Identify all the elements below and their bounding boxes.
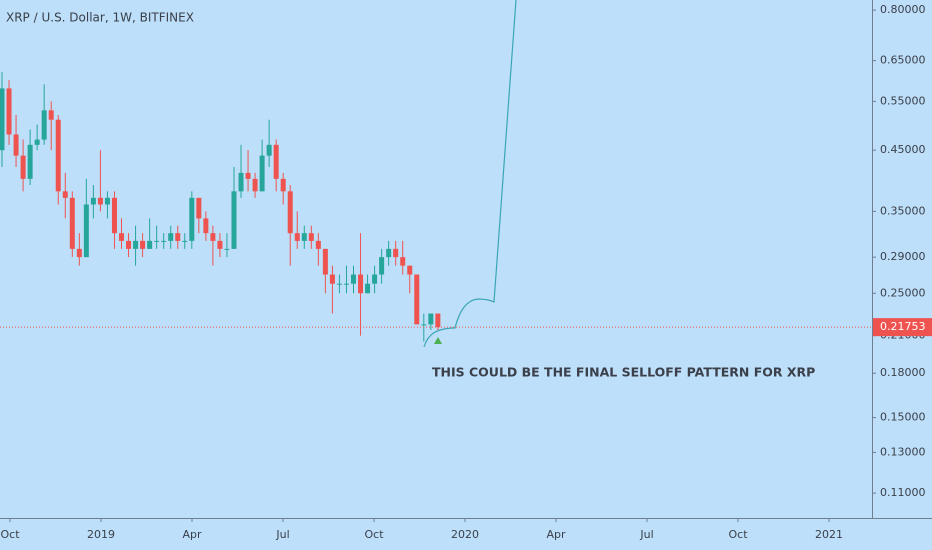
candle-body: [358, 274, 364, 294]
candle-body: [126, 240, 132, 249]
x-tick-label: 2020: [451, 528, 479, 541]
candle-body: [83, 204, 89, 258]
x-tick-label: Oct: [0, 528, 20, 541]
last-price-box: [873, 318, 932, 337]
y-tick-label: 0.45000: [880, 143, 926, 156]
candle-body: [294, 233, 300, 241]
candle-body: [252, 178, 258, 192]
candle-body: [41, 110, 47, 140]
x-tick-label: 2021: [815, 528, 843, 541]
candle-body: [0, 88, 5, 151]
candle-body: [266, 144, 272, 156]
candle-body: [90, 197, 96, 205]
signal-marker: [434, 337, 442, 344]
candle-body: [336, 283, 342, 285]
candle-body: [133, 240, 139, 249]
candle-body: [119, 233, 125, 241]
candle-body: [168, 233, 174, 241]
candle-body: [34, 139, 40, 145]
x-tick-label: Apr: [546, 528, 566, 541]
candle-body: [301, 233, 307, 241]
candle-body: [147, 240, 153, 249]
candle-body: [217, 240, 223, 249]
candle-body: [111, 197, 117, 234]
candle-body: [140, 240, 146, 249]
candle-body: [27, 144, 33, 179]
candle-body: [224, 248, 230, 250]
chart-title: XRP / U.S. Dollar, 1W, BITFINEX: [6, 11, 194, 25]
candle-body: [13, 134, 19, 156]
candle-body: [76, 248, 82, 258]
candle-body: [280, 178, 286, 192]
candle-body: [407, 265, 413, 275]
x-tick-label: Jul: [275, 528, 289, 541]
y-tick-label: 0.35000: [880, 204, 926, 217]
candle-body: [308, 233, 314, 241]
annotation: THIS COULD BE THE FINAL SELLOFF PATTERN …: [432, 365, 815, 380]
y-tick-label: 0.29000: [880, 250, 926, 263]
candle-body: [189, 197, 195, 241]
candle-body: [62, 191, 68, 198]
y-tick-label: 0.80000: [880, 3, 926, 16]
candle-body: [20, 155, 26, 179]
projection-curve: [423, 0, 517, 348]
candle-body: [400, 257, 406, 266]
candle-body: [315, 240, 321, 249]
candle-body: [287, 191, 293, 234]
x-tick-label: Oct: [364, 528, 384, 541]
x-tick-label: Jul: [639, 528, 653, 541]
x-tick-label: Oct: [728, 528, 748, 541]
candle-body: [329, 274, 335, 284]
candle-body: [365, 283, 371, 294]
x-tick-label: 2019: [87, 528, 115, 541]
candle-body: [55, 119, 61, 192]
candle-body: [421, 324, 427, 326]
candle-body: [154, 240, 160, 242]
candle-body: [245, 172, 251, 179]
candles: [0, 72, 441, 342]
y-tick-label: 0.18000: [880, 366, 926, 379]
candle-body: [379, 257, 385, 275]
x-tick-label: Apr: [182, 528, 202, 541]
candle-body: [238, 172, 244, 192]
candle-body: [6, 88, 12, 135]
y-tick-label: 0.11000: [880, 486, 926, 499]
y-tick-label: 0.15000: [880, 411, 926, 424]
candle-body: [196, 197, 202, 219]
y-tick-label: 0.65000: [880, 54, 926, 67]
candle-body: [48, 110, 54, 120]
candle-body: [203, 218, 209, 234]
y-tick-label: 0.13000: [880, 445, 926, 458]
candle-body: [428, 313, 434, 325]
candle-body: [97, 197, 103, 205]
candle-body: [231, 191, 237, 249]
last-price-label: 0.21753: [880, 320, 926, 333]
candle-body: [161, 240, 167, 242]
candle-body: [259, 155, 265, 192]
candle-body: [182, 240, 188, 242]
candle-body: [343, 283, 349, 285]
candle-body: [273, 144, 279, 179]
y-tick-label: 0.55000: [880, 94, 926, 107]
candle-body: [104, 197, 110, 205]
candle-body: [372, 274, 378, 284]
candle-body: [386, 248, 392, 258]
candle-body: [435, 313, 441, 328]
candle-body: [210, 233, 216, 241]
y-tick-label: 0.25000: [880, 286, 926, 299]
candle-body: [351, 274, 356, 284]
candle-body: [393, 248, 399, 258]
candle-body: [175, 233, 181, 241]
candle-body: [322, 248, 328, 275]
candle-body: [414, 274, 420, 325]
candle-body: [69, 197, 75, 249]
